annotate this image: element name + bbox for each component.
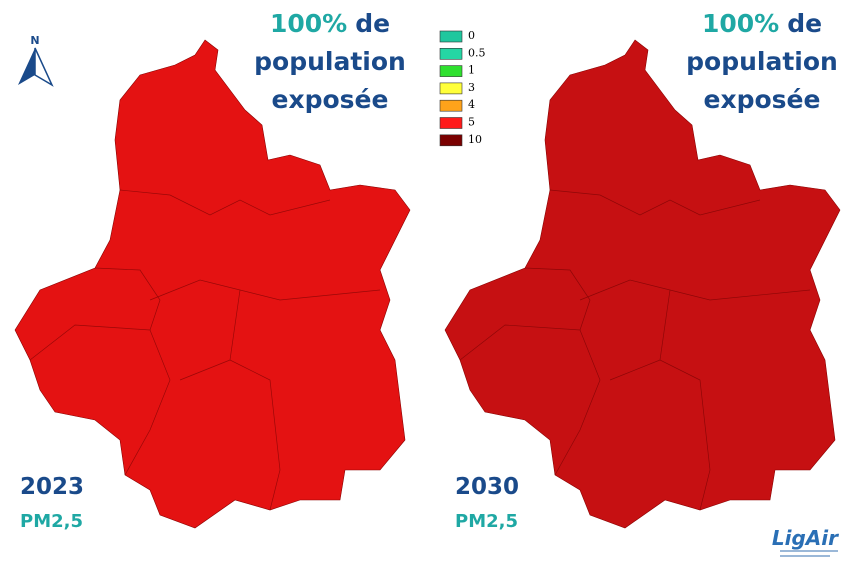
headline-highlight: 100%: [270, 9, 347, 38]
headline-text: de: [787, 9, 822, 38]
legend-swatch: [439, 117, 463, 129]
headline: exposée: [272, 85, 389, 114]
year: 2023: [20, 474, 84, 500]
headline-highlight: 100%: [702, 9, 779, 38]
logo-text: LigAir: [772, 526, 839, 550]
legend-swatch: [439, 47, 463, 60]
headline-text: de: [355, 9, 390, 38]
headline: 100% de: [702, 9, 822, 38]
year: 2030: [455, 474, 519, 500]
legend-label: 4: [468, 98, 475, 111]
headline: 100% de: [270, 9, 390, 38]
legend-label: 0: [468, 29, 475, 42]
headline: population: [254, 47, 406, 76]
legend-swatch: [439, 134, 463, 147]
legend-label: 3: [468, 81, 475, 94]
legend-swatch: [439, 30, 463, 43]
legend-swatch: [439, 82, 463, 95]
legend-label: 0.5: [468, 46, 486, 59]
pollutant: PM2,5: [20, 511, 83, 532]
north-label: N: [30, 34, 39, 47]
logo: LigAir: [772, 526, 839, 557]
legend-swatch: [439, 99, 463, 112]
legend-label: 5: [468, 116, 475, 129]
legend: 0 0.5 1 3 4 5 10: [439, 29, 486, 147]
legend-swatch: [439, 65, 463, 77]
headline: exposée: [704, 85, 821, 114]
pollutant: PM2,5: [455, 511, 518, 532]
legend-label: 1: [468, 64, 475, 77]
legend-label: 10: [468, 133, 482, 146]
headline: population: [686, 47, 838, 76]
north-arrow: N: [18, 34, 54, 87]
